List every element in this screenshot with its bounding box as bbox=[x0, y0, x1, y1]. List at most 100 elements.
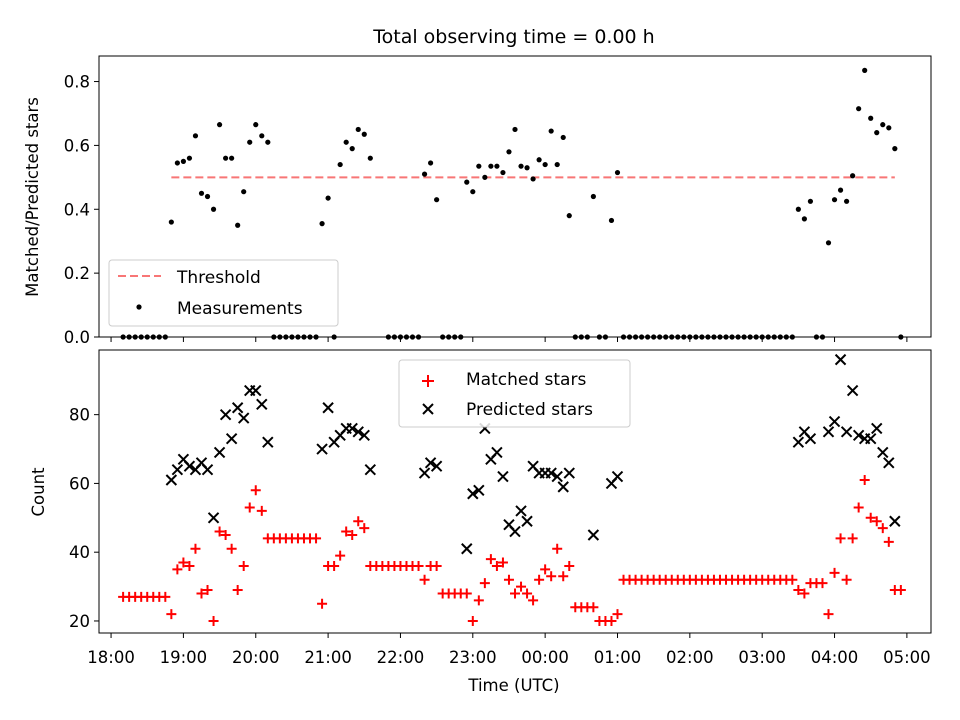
matched-star-marker bbox=[558, 571, 569, 582]
measurement-point bbox=[343, 139, 349, 145]
measurement-point bbox=[530, 176, 536, 182]
ratio-y-axis: 0.0 0.2 0.4 0.6 0.8 bbox=[64, 73, 99, 347]
legend-matched-swatch bbox=[422, 375, 434, 387]
matched-star-marker bbox=[823, 609, 834, 620]
measurement-point bbox=[795, 206, 801, 212]
count-y-tick-label: 80 bbox=[69, 406, 90, 425]
measurement-point bbox=[180, 158, 187, 164]
matched-star-marker bbox=[479, 578, 490, 589]
measurement-point bbox=[434, 197, 440, 203]
matched-star-marker bbox=[859, 474, 870, 485]
measurement-point bbox=[874, 130, 880, 136]
legend-predicted-swatch bbox=[422, 403, 434, 415]
predicted-star-marker bbox=[587, 529, 600, 541]
count-legend-box bbox=[398, 359, 631, 428]
matched-star-marker bbox=[534, 574, 545, 585]
time-x-tick-label: 01:00 bbox=[594, 648, 642, 667]
count-y-axis-label: Count bbox=[29, 467, 48, 517]
legend-threshold-label: Threshold bbox=[176, 268, 261, 288]
measurement-point bbox=[174, 160, 180, 166]
measurement-point bbox=[192, 133, 199, 139]
predicted-star-marker bbox=[828, 415, 841, 428]
ratio-y-tick-label: 0.0 bbox=[64, 328, 90, 347]
measurement-point bbox=[892, 146, 898, 152]
matched-star-marker bbox=[546, 571, 557, 582]
predicted-star-marker bbox=[846, 384, 859, 397]
matched-star-marker bbox=[606, 615, 617, 626]
predicted-star-marker bbox=[557, 481, 569, 493]
ratio-y-tick-label: 0.6 bbox=[64, 136, 90, 155]
matched-star-marker bbox=[160, 591, 171, 602]
matched-star-marker bbox=[503, 574, 514, 585]
predicted-star-marker bbox=[250, 384, 262, 397]
measurement-point bbox=[488, 163, 494, 169]
predicted-star-marker bbox=[515, 505, 527, 517]
measurement-point bbox=[247, 139, 253, 145]
predicted-star-marker bbox=[865, 433, 877, 445]
matched-star-marker bbox=[528, 595, 539, 606]
measurement-point bbox=[801, 216, 807, 222]
matched-star-marker bbox=[413, 560, 424, 571]
measurement-point bbox=[831, 197, 838, 203]
matched-star-marker bbox=[190, 543, 201, 554]
measurement-point bbox=[168, 219, 174, 225]
matched-star-marker bbox=[329, 560, 340, 571]
measurement-point bbox=[464, 179, 470, 185]
matched-star-marker bbox=[214, 526, 225, 537]
matched-star-marker bbox=[883, 536, 894, 547]
legend-matched-label: Matched stars bbox=[466, 370, 586, 390]
matched-star-marker bbox=[353, 516, 364, 527]
matched-star-marker bbox=[359, 523, 370, 534]
measurement-point bbox=[524, 165, 530, 171]
matched-star-marker bbox=[552, 543, 563, 554]
measurement-point bbox=[325, 195, 331, 201]
predicted-star-marker bbox=[171, 463, 184, 476]
predicted-star-marker bbox=[262, 436, 274, 448]
matched-star-marker bbox=[178, 557, 189, 568]
measurement-point bbox=[367, 155, 373, 161]
matched-star-marker bbox=[317, 598, 328, 609]
matched-star-marker bbox=[895, 585, 906, 596]
matched-star-marker bbox=[612, 609, 623, 620]
measurement-point bbox=[614, 169, 621, 176]
time-x-tick-label: 21:00 bbox=[304, 648, 352, 667]
matched-star-marker bbox=[220, 529, 231, 540]
predicted-star-marker bbox=[424, 457, 437, 469]
time-x-axis: 18:00 19:00 20:00 21:00 22:00 23:00 00:00 01:00… bbox=[87, 633, 931, 667]
predicted-star-marker bbox=[545, 467, 557, 479]
legend-measurements-label: Measurements bbox=[177, 299, 303, 319]
measurement-point bbox=[512, 126, 518, 133]
measurement-point bbox=[204, 193, 211, 200]
matched-star-marker bbox=[871, 516, 882, 527]
predicted-star-marker bbox=[201, 463, 214, 476]
predicted-star-marker bbox=[822, 426, 835, 438]
ratio-panel: 0.00.20.40.60.8 Matched/Predicted stars … bbox=[23, 55, 932, 347]
measurement-point bbox=[548, 128, 554, 134]
measurement-point bbox=[856, 106, 862, 112]
predicted-star-marker bbox=[364, 463, 377, 476]
time-x-tick-label: 23:00 bbox=[449, 648, 497, 667]
measurement-point bbox=[198, 190, 205, 196]
ratio-y-tick-label: 0.4 bbox=[64, 200, 90, 219]
matched-star-marker bbox=[829, 567, 840, 578]
predicted-star-marker bbox=[563, 467, 575, 479]
predicted-star-marker bbox=[521, 515, 533, 527]
legend-measurements-swatch bbox=[136, 304, 142, 310]
predicted-star-marker bbox=[207, 512, 220, 524]
matched-star-marker bbox=[817, 578, 828, 589]
predicted-star-marker bbox=[804, 433, 817, 445]
time-x-tick-label: 18:00 bbox=[87, 648, 135, 667]
predicted-star-marker bbox=[871, 422, 883, 435]
measurement-point bbox=[223, 155, 229, 161]
measurement-point bbox=[807, 198, 814, 204]
predicted-star-marker bbox=[792, 436, 805, 448]
count-panel: 20 40 60 80 18:00 19:00 20:00 21:00 22:00 23:00 0… bbox=[29, 349, 932, 695]
predicted-star-marker bbox=[467, 488, 479, 500]
predicted-star-marker bbox=[219, 408, 232, 421]
measurement-point bbox=[843, 198, 850, 204]
count-y-tick-label: 60 bbox=[69, 474, 90, 493]
measurement-point bbox=[850, 173, 856, 179]
measurement-point bbox=[494, 163, 500, 169]
measurement-point bbox=[210, 206, 217, 212]
measurement-point bbox=[421, 171, 428, 177]
